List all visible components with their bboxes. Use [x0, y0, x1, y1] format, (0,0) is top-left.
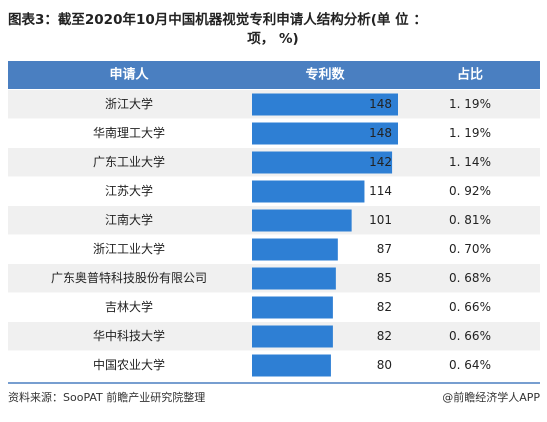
applicant: 广东工业大学: [93, 154, 165, 169]
applicant: 江南大学: [105, 212, 153, 227]
count-label: 142: [369, 155, 392, 169]
count-label: 148: [369, 97, 392, 111]
bar: [252, 180, 365, 203]
share: 0. 64%: [449, 358, 491, 372]
bar: [252, 122, 398, 145]
share: 0. 66%: [449, 300, 491, 314]
column-header: 专利数: [305, 67, 345, 83]
share: 0. 92%: [449, 184, 491, 198]
bar: [252, 354, 331, 377]
bar: [252, 267, 336, 290]
column-header: 占比: [457, 67, 483, 83]
applicant: 华南理工大学: [93, 125, 165, 140]
column-header: 申请人: [109, 67, 149, 83]
count-label: 85: [377, 271, 392, 285]
applicant: 华中科技大学: [93, 328, 165, 343]
bar: [252, 209, 352, 232]
header-row: [8, 61, 540, 89]
count-label: 87: [377, 242, 392, 256]
count-label: 148: [369, 126, 392, 140]
applicant: 浙江大学: [105, 96, 153, 111]
share: 0. 81%: [449, 213, 491, 227]
share: 1. 14%: [449, 155, 491, 169]
bar: [252, 325, 333, 348]
applicant: 浙江工业大学: [93, 241, 165, 256]
applicant: 广东奥普特科技股份有限公司: [51, 270, 207, 285]
bar: [252, 238, 338, 261]
share: 0. 68%: [449, 271, 491, 285]
brand: @前瞻经济学人APP: [442, 390, 540, 404]
count-label: 82: [377, 300, 392, 314]
applicant: 江苏大学: [105, 183, 153, 198]
bar: [252, 93, 398, 116]
bar: [252, 296, 333, 319]
applicant: 吉林大学: [105, 299, 153, 314]
share: 1. 19%: [449, 97, 491, 111]
count-label: 82: [377, 329, 392, 343]
count-label: 101: [369, 213, 392, 227]
applicant: 中国农业大学: [93, 357, 165, 372]
share: 1. 19%: [449, 126, 491, 140]
count-label: 80: [377, 358, 392, 372]
share: 0. 70%: [449, 242, 491, 256]
bar: [252, 151, 393, 174]
count-label: 114: [369, 184, 392, 198]
chart-title: 图表3：截至2020年10月中国机器视觉专利申请人结构分析(单 位 ：项， %): [8, 11, 427, 47]
share: 0. 66%: [449, 329, 491, 343]
source: 资料来源：SooPAT 前瞻产业研究院整理: [8, 390, 205, 404]
